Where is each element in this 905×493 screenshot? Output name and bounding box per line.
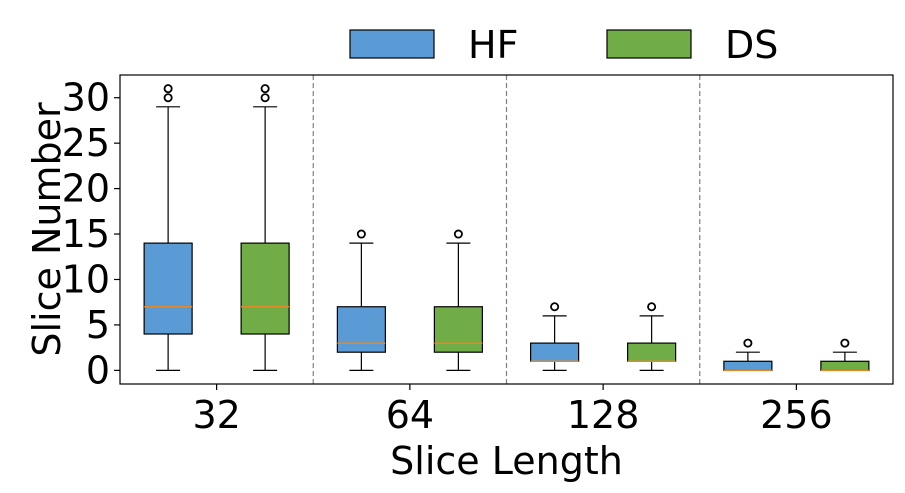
y-tick-label: 5 <box>86 303 110 347</box>
box-hf-128 <box>530 302 580 371</box>
outlier-point <box>647 302 657 312</box>
x-axis: 32 64 128 256 <box>192 384 833 437</box>
box-ds-256 <box>820 338 870 372</box>
x-tick-label: 128 <box>567 393 640 437</box>
box-body <box>336 306 386 353</box>
legend-label-ds: DS <box>725 23 778 67</box>
outlier-point <box>163 84 173 94</box>
outlier-point <box>550 302 560 312</box>
y-tick-label: 25 <box>62 121 110 165</box>
outlier-point <box>163 93 173 103</box>
box-ds-32 <box>240 84 290 371</box>
box-body <box>433 306 483 353</box>
x-tick-label: 64 <box>386 393 434 437</box>
box-body <box>723 360 773 371</box>
outlier-point <box>260 93 270 103</box>
x-axis-title: Slice Length <box>390 439 623 483</box>
box-body <box>240 242 290 335</box>
y-tick-label: 20 <box>62 167 110 211</box>
legend: HF DS <box>349 23 778 67</box>
box-ds-128 <box>627 302 677 371</box>
box-hf-32 <box>143 84 193 371</box>
legend-swatch-hf <box>349 29 435 59</box>
outlier-point <box>743 338 753 348</box>
legend-label-hf: HF <box>468 23 518 67</box>
box-body <box>530 342 580 362</box>
legend-swatch-ds <box>606 29 692 59</box>
outlier-point <box>840 338 850 348</box>
box-body <box>627 342 677 362</box>
x-tick-label: 32 <box>192 393 240 437</box>
y-tick-label: 10 <box>62 257 110 301</box>
box-hf-256 <box>723 338 773 372</box>
box-body <box>820 360 870 371</box>
box-body <box>143 242 193 335</box>
outlier-point <box>356 229 366 239</box>
y-tick-label: 0 <box>86 348 110 392</box>
box-hf-64 <box>336 229 386 371</box>
boxes-layer <box>143 84 870 372</box>
y-axis-title: Slice Number <box>25 102 69 357</box>
y-tick-label: 30 <box>62 76 110 120</box>
plot-frame <box>119 74 894 385</box>
y-tick-label: 15 <box>62 212 110 256</box>
box-ds-64 <box>433 229 483 371</box>
outlier-point <box>260 84 270 94</box>
outlier-point <box>453 229 463 239</box>
x-tick-label: 256 <box>760 393 833 437</box>
group-separators <box>312 75 701 384</box>
